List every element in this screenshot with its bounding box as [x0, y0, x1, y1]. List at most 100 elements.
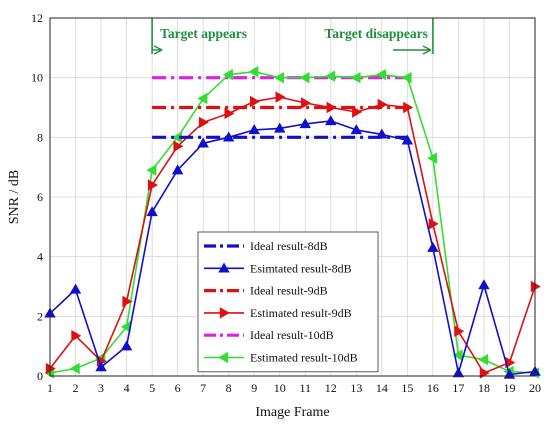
y-tick-label: 10 [31, 71, 43, 85]
data-point [146, 164, 157, 176]
legend-label: Ideal result-9dB [250, 284, 328, 298]
data-point [299, 71, 310, 84]
x-tick-label: 17 [452, 381, 464, 395]
data-point [479, 367, 490, 379]
data-point [222, 131, 235, 142]
x-tick-label: 4 [124, 381, 130, 395]
y-tick-label: 8 [37, 130, 43, 144]
data-point [350, 124, 363, 135]
data-point [95, 361, 107, 372]
series-line [49, 96, 536, 374]
x-tick-label: 9 [251, 381, 257, 395]
data-point [147, 179, 158, 191]
legend-box [197, 231, 379, 373]
y-tick-label: 12 [31, 11, 43, 25]
legend-label: Estimated result-10dB [250, 351, 358, 365]
x-tick-label: 12 [325, 381, 337, 395]
x-tick-label: 6 [175, 381, 181, 395]
data-point [71, 330, 82, 342]
target-disappears-label: Target disappears [325, 26, 428, 41]
data-point [173, 140, 184, 153]
data-point [146, 206, 158, 217]
data-point [452, 349, 463, 361]
data-point [427, 152, 438, 164]
x-tick-label: 1 [47, 381, 53, 395]
data-point [376, 68, 387, 81]
legend-item: Estimated result-10dB [204, 351, 358, 365]
data-point [427, 241, 439, 252]
data-point [428, 218, 439, 230]
legend: Ideal result-8dB Esimtated result-8dB Idea… [197, 231, 379, 373]
data-point [69, 362, 80, 375]
legend-label: Esimtated result-8dB [250, 261, 352, 275]
legend-item: Esimtated result-8dB [204, 261, 352, 275]
data-point [401, 71, 412, 84]
y-tick-label: 4 [37, 250, 43, 264]
data-point [454, 325, 465, 337]
legend-item: Estimated result-9dB [204, 306, 352, 320]
x-tick-label: 5 [149, 381, 155, 395]
data-point [274, 122, 286, 133]
data-point [401, 134, 414, 145]
data-point [301, 97, 312, 109]
y-tick-label: 6 [37, 190, 43, 204]
legend-label: Ideal result-10dB [250, 328, 334, 342]
legend-item: Ideal result-8dB [204, 239, 328, 253]
data-point [352, 106, 363, 118]
data-point [120, 340, 133, 351]
x-ticks: 1 2 3 4 5 6 7 8 9 10 11 12 13 14 15 16 17 18 19 20 [47, 381, 541, 395]
legend-marker [218, 351, 229, 364]
target-appears-arrowhead [153, 45, 163, 55]
data-point [197, 92, 208, 105]
y-ticks: 0 2 4 6 8 10 12 [31, 11, 43, 383]
data-point [248, 65, 259, 78]
x-tick-label: 3 [98, 381, 104, 395]
legend-marker [219, 307, 230, 319]
y-tick-label: 0 [37, 369, 43, 383]
x-tick-label: 11 [299, 381, 311, 395]
x-tick-label: 8 [226, 381, 232, 395]
data-point [478, 353, 489, 366]
x-axis-label: Image Frame [255, 405, 329, 420]
data-point [69, 283, 82, 294]
data-point [273, 71, 284, 84]
y-axis-label: SNR / dB [7, 170, 22, 224]
legend-marker [218, 262, 230, 273]
data-point [222, 68, 233, 81]
target-appears-label: Target appears [160, 26, 247, 41]
plot-frame [49, 17, 536, 377]
data-point [325, 115, 337, 126]
data-point [224, 107, 235, 120]
x-tick-label: 19 [503, 381, 515, 395]
x-tick-label: 18 [478, 381, 490, 395]
data-point [350, 71, 361, 84]
data-point [45, 362, 56, 375]
data-point [122, 295, 133, 308]
x-tick-label: 7 [200, 381, 206, 395]
legend-item: Ideal result-10dB [204, 328, 334, 342]
data-point [299, 118, 311, 129]
data-point [377, 98, 388, 111]
data-point [275, 91, 286, 103]
legend-item: Ideal result-9dB [204, 284, 328, 298]
annotations: Target appears Target disappears [151, 18, 434, 55]
x-tick-label: 10 [274, 381, 286, 395]
target-disappears-arrowhead [422, 45, 432, 55]
x-tick-label: 14 [376, 381, 388, 395]
data-point [326, 101, 337, 114]
data-point [478, 279, 490, 290]
data-point [403, 101, 414, 114]
data-point [248, 124, 260, 135]
data-point [198, 116, 209, 129]
data-point [376, 128, 388, 139]
data-point [452, 367, 465, 378]
x-tick-label: 2 [73, 381, 79, 395]
x-tick-label: 15 [401, 381, 413, 395]
y-tick-label: 2 [37, 309, 43, 323]
series-line [49, 120, 536, 376]
data-point [530, 280, 541, 293]
legend-label: Estimated result-9dB [250, 306, 352, 320]
x-tick-label: 16 [427, 381, 439, 395]
